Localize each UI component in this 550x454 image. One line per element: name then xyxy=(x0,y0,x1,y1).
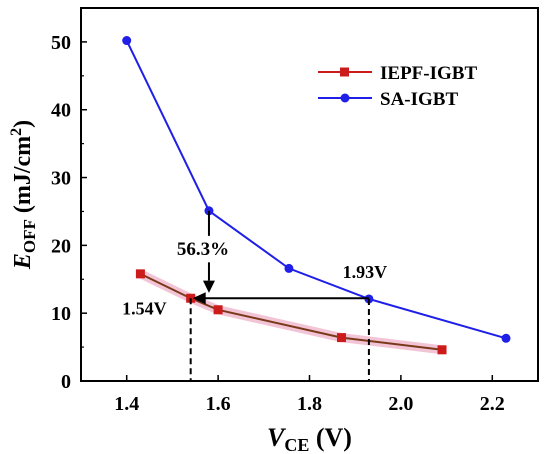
series-layer xyxy=(122,36,511,355)
annotation-drop-label: 56.3% xyxy=(177,239,229,260)
y-tick-label: 50 xyxy=(51,32,71,54)
x-axis-label-main: V xyxy=(267,423,287,452)
drop-arrow-head xyxy=(202,280,215,293)
y-tick-label: 10 xyxy=(51,303,71,325)
legend-sa-label: SA-IGBT xyxy=(380,89,458,110)
legend-iepf-marker xyxy=(340,67,349,77)
x-tick-label: 1.8 xyxy=(297,393,322,415)
x-axis-label-sub: CE xyxy=(284,435,309,454)
sa-igbt-point xyxy=(284,263,294,273)
y-axis-label-main: E xyxy=(10,253,36,270)
axes: 1.4 1.6 1.8 2.0 2.2 0 10 20 30 40 50 xyxy=(51,7,539,415)
sa-igbt-point xyxy=(122,36,132,46)
legend: IEPF-IGBT SA-IGBT xyxy=(318,63,477,110)
iepf-igbt-point xyxy=(135,269,145,279)
iepf-igbt-line xyxy=(139,272,443,351)
y-axis-label-sup: 2 xyxy=(8,128,25,136)
x-tick-label: 1.4 xyxy=(114,393,139,415)
annotation-iepf-voltage: 1.54V xyxy=(122,299,167,319)
iepf-igbt-point xyxy=(437,345,447,355)
annotation-sa-voltage: 1.93V xyxy=(343,262,388,282)
x-axis-label: VCE (V) xyxy=(267,423,352,454)
y-tick-label: 0 xyxy=(61,371,71,393)
y-axis-label-sub: OFF xyxy=(20,219,39,253)
x-tick-label: 1.6 xyxy=(206,393,231,415)
y-axis-label: EOFF (mJ/cm2) xyxy=(8,120,39,270)
iepf-igbt-point xyxy=(213,305,223,315)
y-axis-label-unit: (mJ/cm xyxy=(10,136,36,219)
x-axis-label-unit: (V) xyxy=(309,423,352,452)
y-tick-label: 30 xyxy=(51,168,71,190)
y-tick-label: 20 xyxy=(51,235,71,257)
sa-igbt-point xyxy=(501,333,511,343)
legend-sa-marker xyxy=(340,93,350,103)
legend-iepf-label: IEPF-IGBT xyxy=(380,63,477,84)
y-axis-label-close: ) xyxy=(10,120,36,128)
iepf-highlight-band xyxy=(135,269,447,355)
shift-arrow-head xyxy=(192,292,206,305)
x-tick-label: 2.2 xyxy=(480,393,505,415)
iepf-igbt-point xyxy=(336,333,346,343)
annotation-layer: 56.3% 1.54V 1.93V xyxy=(122,210,388,381)
y-tick-label: 40 xyxy=(51,100,71,122)
x-tick-label: 2.0 xyxy=(388,393,413,415)
